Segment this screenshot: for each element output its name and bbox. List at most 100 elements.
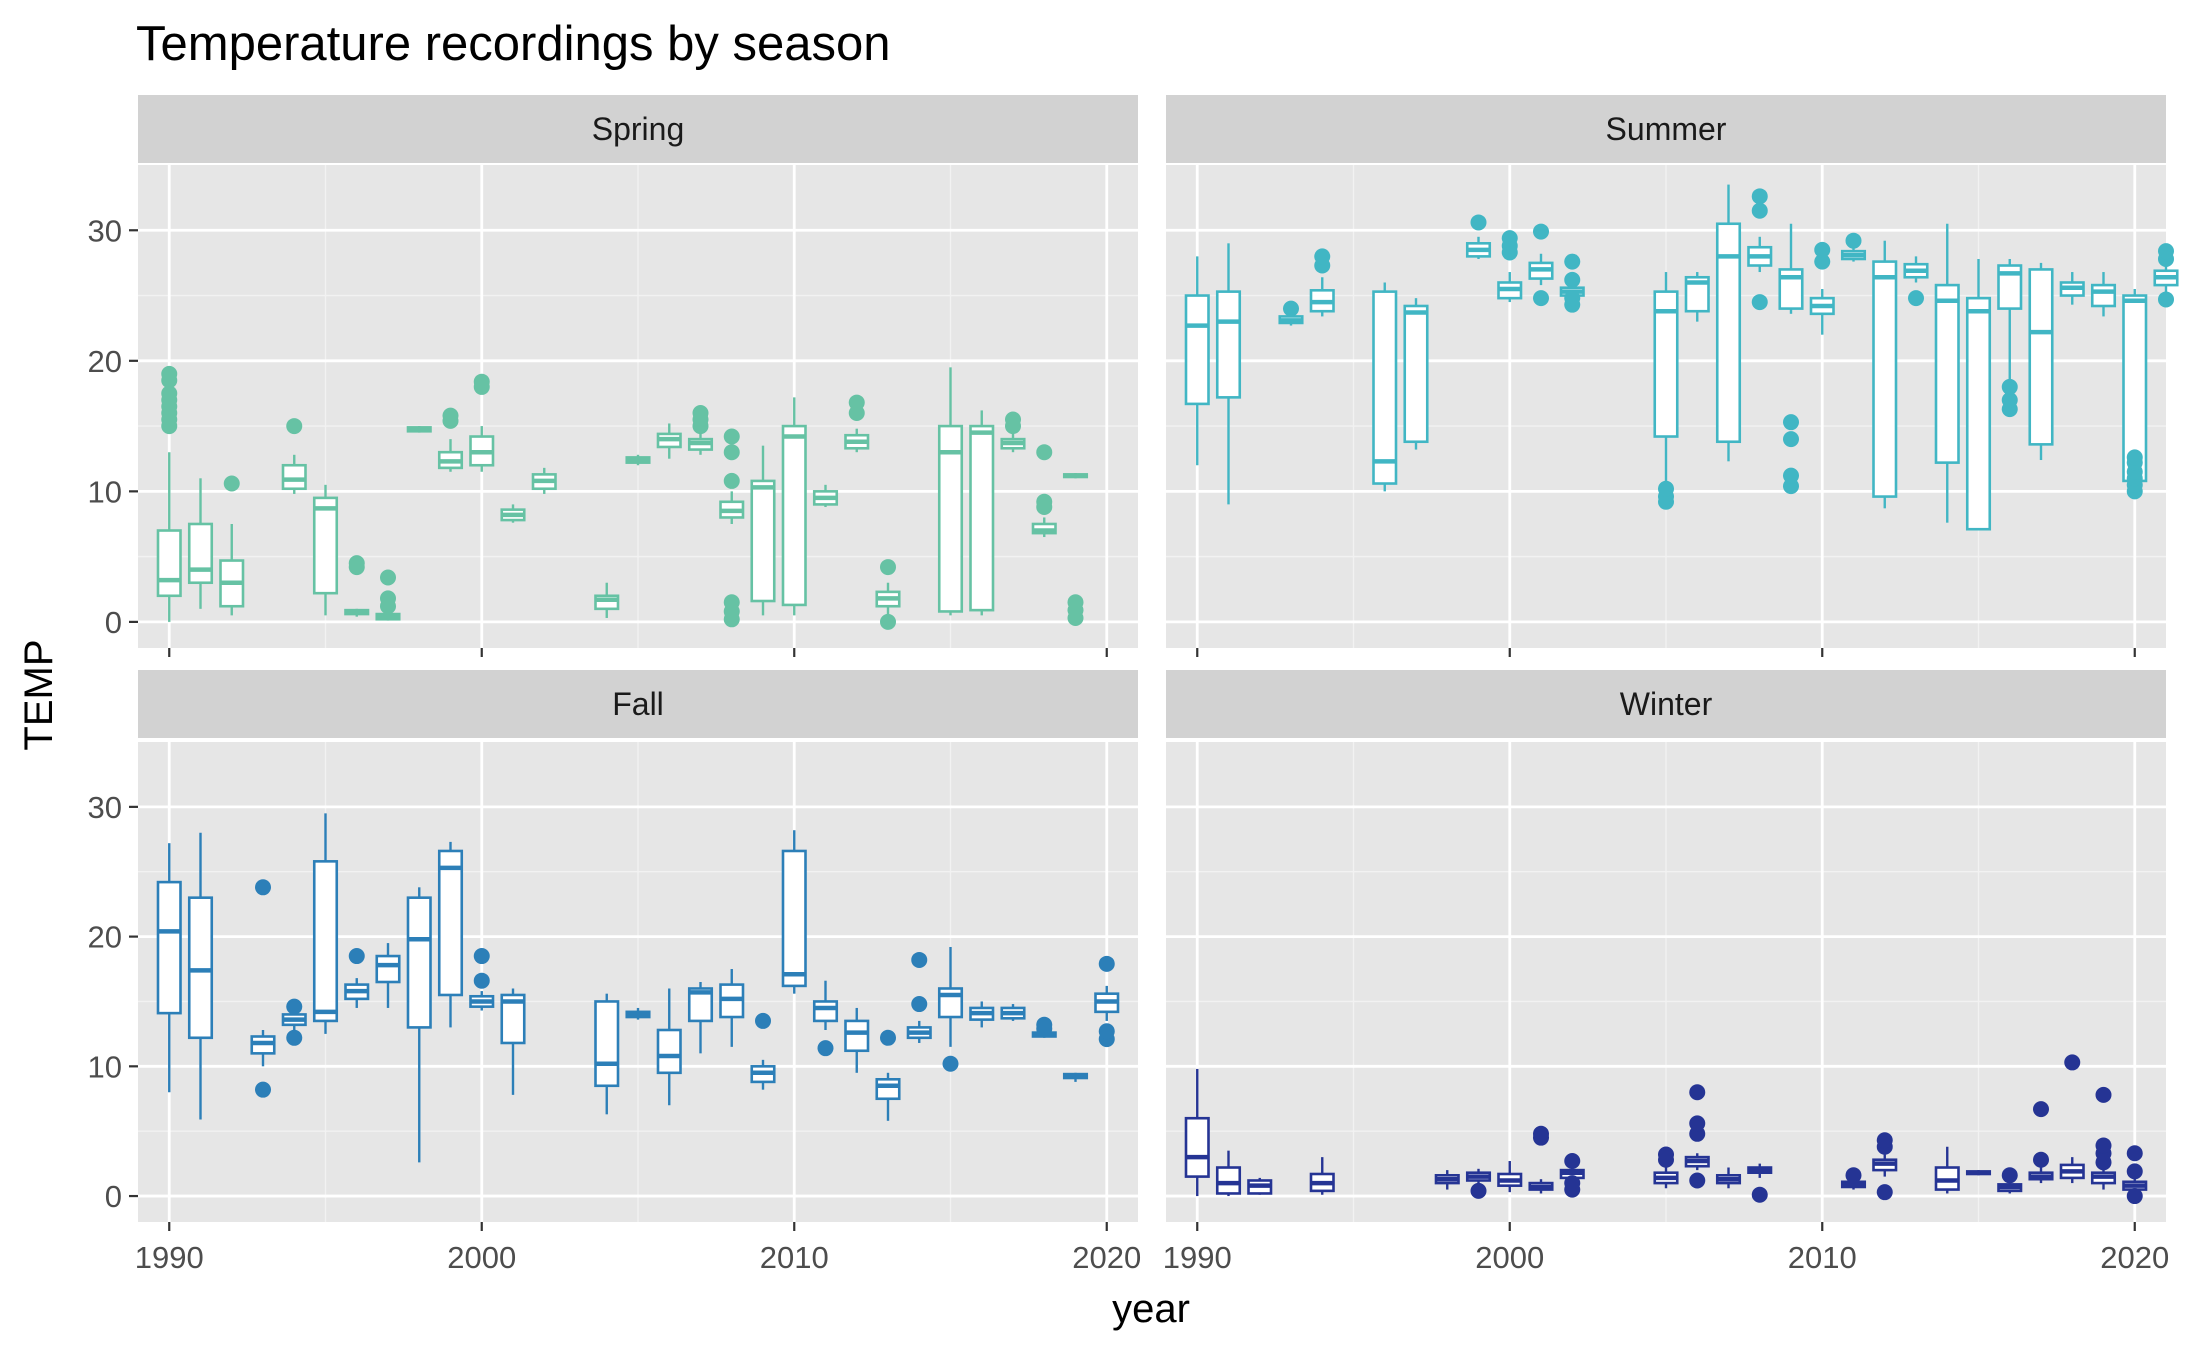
box-1996: [344, 948, 370, 1008]
box-2012: [1872, 1132, 1898, 1201]
box-2011: [1840, 232, 1867, 262]
outlier-point: [911, 951, 928, 968]
box-2017: [1000, 411, 1026, 453]
box-2015: [1965, 1170, 1992, 1176]
box-2005: [625, 1007, 651, 1020]
outlier-point: [1783, 467, 1799, 484]
box-2008: [719, 428, 745, 628]
box-2009: [750, 1012, 776, 1090]
box-1990: [156, 365, 182, 622]
outlier-point: [1036, 1016, 1053, 1033]
outlier-point: [723, 594, 740, 611]
outlier-point: [2126, 449, 2143, 466]
box-1997: [375, 569, 401, 621]
outlier-point: [1751, 202, 1768, 219]
outlier-point: [817, 1040, 834, 1057]
box-2011: [1840, 1167, 1867, 1190]
outlier-point: [942, 1055, 959, 1072]
box-2016: [1997, 1167, 2023, 1194]
outlier-point: [255, 879, 271, 896]
outlier-point: [348, 555, 365, 572]
box-1991: [1215, 243, 1242, 505]
box-1990: [1184, 1068, 1210, 1197]
box-iqr: [1403, 304, 1429, 444]
outlier-point: [1098, 955, 1115, 972]
y-tick-label: 0: [105, 605, 122, 640]
box-2010: [781, 397, 807, 616]
outlier-point: [1658, 1146, 1674, 1163]
box-2014: [1934, 223, 1960, 523]
box-2015: [937, 946, 964, 1072]
box-iqr: [1653, 290, 1679, 438]
panel-winter: Winter 1990 2000 2010 2020: [1163, 670, 2169, 1275]
box-1994: [281, 998, 307, 1046]
box-1999: [437, 841, 464, 1028]
outlier-point: [1533, 1125, 1549, 1142]
outlier-point: [1005, 411, 1021, 428]
box-2011: [812, 980, 839, 1057]
box-1993: [250, 879, 276, 1098]
panel-spring: Spring 0 10 20 30: [88, 95, 1138, 657]
y-tick-label: 30: [88, 790, 122, 825]
box-2006: [656, 423, 682, 459]
x-tick-label: 2020: [1072, 1240, 1141, 1275]
box-2006: [656, 988, 682, 1106]
box-2018: [2059, 1054, 2085, 1184]
box-2013: [875, 1029, 901, 1121]
box-2018: [1031, 444, 1057, 538]
y-tick-label: 10: [88, 474, 122, 509]
box-1996: [344, 555, 370, 617]
outlier-point: [2001, 378, 2018, 395]
outlier-point: [2158, 291, 2174, 308]
outlier-point: [1908, 290, 1924, 307]
x-tick-label: 2020: [2100, 1240, 2169, 1275]
box-1998: [406, 887, 432, 1163]
outlier-point: [1564, 290, 1581, 307]
box-iqr: [187, 896, 214, 1040]
outlier-point: [911, 996, 928, 1013]
outlier-point: [1036, 444, 1053, 461]
box-2008: [719, 969, 745, 1047]
y-tick-label: 0: [105, 1179, 122, 1214]
box-2019: [1062, 1072, 1089, 1082]
box-iqr: [937, 424, 964, 613]
box-2007: [687, 982, 714, 1054]
box-2014: [906, 951, 932, 1043]
outlier-point: [473, 373, 490, 390]
box-iqr: [1715, 222, 1742, 444]
box-iqr: [1184, 294, 1210, 406]
box-iqr: [406, 896, 432, 1029]
outlier-point: [223, 475, 240, 492]
x-axis-title: year: [1112, 1287, 1190, 1331]
box-2013: [1903, 256, 1929, 307]
outlier-point: [1751, 294, 1768, 311]
outlier-point: [1533, 290, 1549, 307]
box-iqr: [2028, 268, 2054, 446]
outlier-point: [1814, 241, 1831, 258]
box-2001: [1528, 223, 1554, 307]
facet-panels: Spring 0 10 20 30 Summer Fall 0 10 20 30 1990 2000 20…: [88, 95, 2179, 1275]
box-1991: [187, 478, 214, 609]
box-2013: [875, 559, 901, 630]
outlier-point: [1314, 248, 1331, 265]
outlier-point: [1564, 271, 1581, 288]
outlier-point: [1689, 1172, 1706, 1189]
box-iqr: [1684, 275, 1710, 313]
box-1993: [1278, 300, 1304, 326]
box-iqr: [156, 529, 182, 598]
outlier-point: [473, 972, 490, 989]
box-iqr: [687, 987, 714, 1023]
outlier-point: [2126, 1188, 2143, 1205]
box-2010: [781, 830, 807, 994]
outlier-point: [880, 613, 896, 630]
box-iqr: [1184, 1116, 1210, 1178]
y-axis-title: TEMP: [17, 639, 61, 750]
outlier-point: [1067, 594, 1084, 611]
box-2019: [2090, 1086, 2117, 1190]
outlier-point: [723, 472, 740, 489]
box-iqr: [750, 479, 776, 603]
box-2015: [937, 367, 964, 616]
outlier-point: [1751, 1186, 1768, 1203]
box-2008: [1747, 188, 1773, 311]
outlier-point: [1564, 1153, 1581, 1170]
